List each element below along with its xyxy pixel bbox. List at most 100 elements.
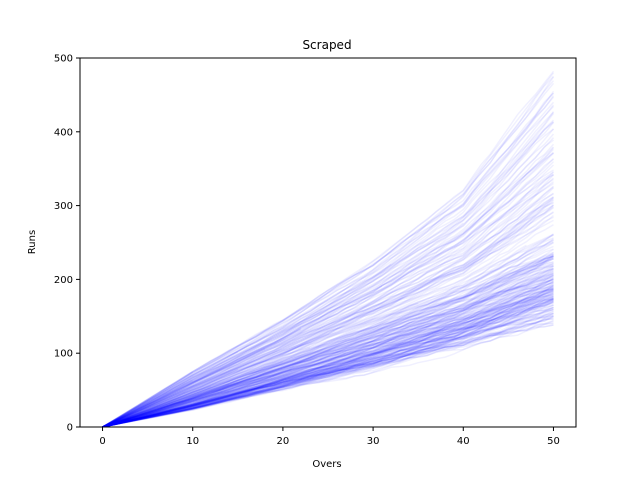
x-tick-label: 0 <box>99 436 105 447</box>
series-line-45 <box>102 265 554 427</box>
series-line-164 <box>102 233 554 427</box>
series-line-117 <box>102 320 554 427</box>
series-line-204 <box>102 327 302 427</box>
series-line-105 <box>102 287 554 427</box>
series-line-219 <box>102 308 554 427</box>
series-line-92 <box>102 201 554 427</box>
series-line-49 <box>102 267 554 427</box>
series-line-225 <box>102 158 554 427</box>
y-tick-label: 100 <box>54 349 73 360</box>
series-line-94 <box>102 316 554 427</box>
series-line-201 <box>102 196 554 427</box>
series-line-216 <box>102 306 554 427</box>
series-line-198 <box>102 285 383 427</box>
series-line-175 <box>102 211 554 427</box>
series-line-69 <box>102 292 554 427</box>
series-line-124 <box>102 359 383 427</box>
series-line-161 <box>102 286 554 427</box>
series-line-135 <box>102 302 554 427</box>
series-line-20 <box>102 174 555 427</box>
series-line-143 <box>102 275 554 427</box>
series-line-230 <box>102 216 554 427</box>
series-line-195 <box>102 256 554 427</box>
series-line-194 <box>102 280 554 427</box>
series-line-34 <box>102 313 554 427</box>
series-line-77 <box>102 299 554 427</box>
series-line-192 <box>102 298 554 427</box>
series-line-65 <box>102 309 554 427</box>
series-line-154 <box>102 95 555 427</box>
series-line-108 <box>102 278 554 427</box>
x-tick-label: 20 <box>277 436 290 447</box>
series-line-259 <box>102 274 554 427</box>
series-line-12 <box>102 233 554 427</box>
series-line-215 <box>102 252 554 427</box>
series-line-74 <box>102 324 554 427</box>
series-line-258 <box>102 120 555 427</box>
series-line-79 <box>102 161 555 427</box>
series-line-182 <box>102 297 554 427</box>
series-line-73 <box>102 272 554 427</box>
series-line-10 <box>102 187 555 427</box>
series-line-35 <box>102 298 554 427</box>
x-tick-label: 40 <box>457 436 470 447</box>
x-tick-label: 30 <box>367 436 380 447</box>
series-line-61 <box>102 152 554 427</box>
series-line-206 <box>102 198 554 427</box>
series-line-26 <box>102 300 554 427</box>
series-line-99 <box>102 267 554 427</box>
series-line-235 <box>102 147 555 427</box>
series-line-85 <box>102 313 446 427</box>
y-axis: 0 100 200 300 400 500 <box>54 54 80 434</box>
series-line-39 <box>102 322 554 427</box>
series-line-252 <box>102 297 554 427</box>
series-line-141 <box>102 304 554 427</box>
series-line-162 <box>102 206 554 427</box>
series-line-186 <box>102 277 554 427</box>
series-line-52 <box>102 257 554 427</box>
series-line-102 <box>102 297 554 427</box>
series-line-81 <box>102 143 555 427</box>
series-line-248 <box>102 244 527 427</box>
series-line-57 <box>102 192 554 427</box>
series-line-53 <box>102 248 554 427</box>
series-line-82 <box>102 312 554 427</box>
series-line-107 <box>102 275 554 427</box>
series-line-243 <box>102 157 555 427</box>
series-line-44 <box>102 197 555 427</box>
series-line-16 <box>102 283 554 427</box>
series-line-178 <box>102 237 554 427</box>
series-line-168 <box>102 368 293 427</box>
series-line-166 <box>102 240 554 427</box>
series-line-explicit-8 <box>102 308 554 427</box>
series-line-247 <box>102 270 554 427</box>
series-line-163 <box>102 133 555 427</box>
series-line-224 <box>102 137 555 427</box>
series-line-71 <box>102 251 554 427</box>
series-line-47 <box>102 268 554 427</box>
series-line-184 <box>102 288 554 427</box>
series-line-169 <box>102 90 555 427</box>
series-line-50 <box>102 181 554 427</box>
series-line-146 <box>102 301 554 427</box>
series-line-127 <box>102 75 555 427</box>
series-line-120 <box>102 288 554 427</box>
series-line-246 <box>102 328 302 427</box>
series-line-229 <box>102 312 554 427</box>
series-line-21 <box>102 121 554 427</box>
series-line-23 <box>102 264 554 427</box>
series-line-66 <box>102 215 554 427</box>
series-line-78 <box>102 104 555 427</box>
series-line-210 <box>102 199 554 427</box>
series-line-58 <box>102 76 555 427</box>
series-line-242 <box>102 273 554 427</box>
series-line-176 <box>102 296 554 427</box>
series-line-150 <box>102 287 554 427</box>
series-line-160 <box>102 70 555 427</box>
series-line-200 <box>102 92 555 427</box>
series-line-250 <box>102 293 554 427</box>
series-line-173 <box>102 279 554 427</box>
series-line-193 <box>102 284 554 427</box>
series-line-165 <box>102 261 554 427</box>
